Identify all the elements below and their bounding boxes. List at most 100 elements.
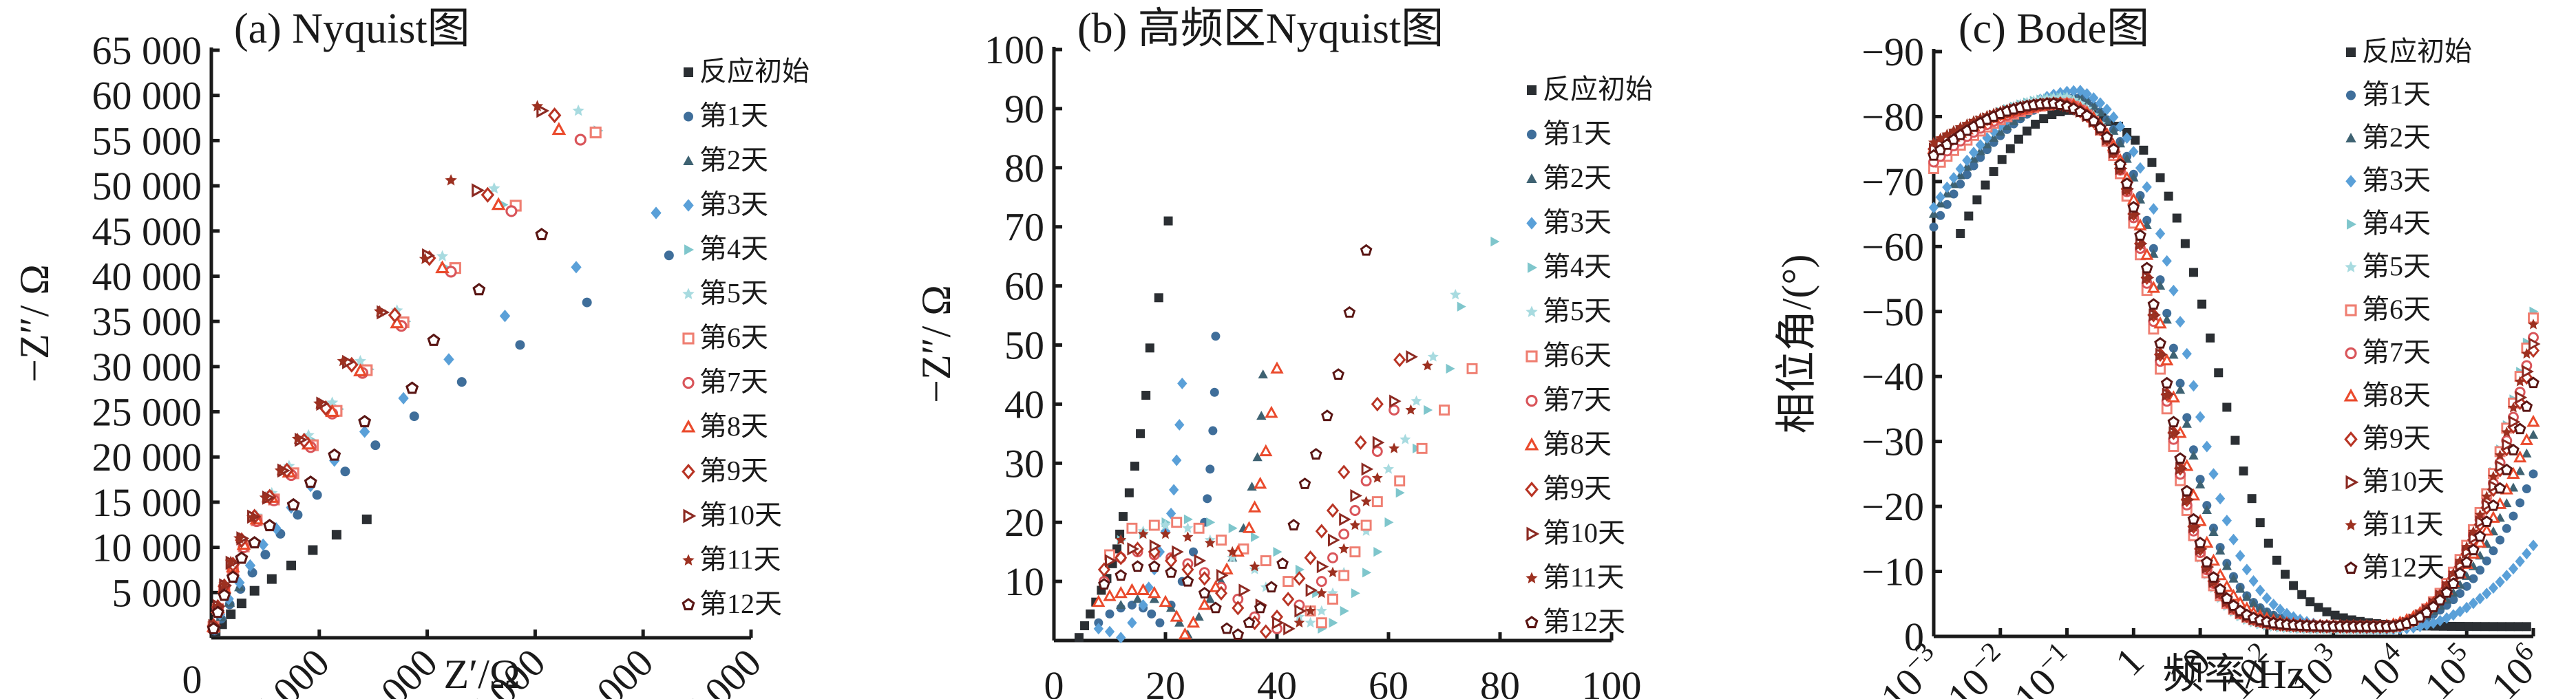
data-point xyxy=(1137,528,1149,539)
data-point xyxy=(1928,208,1939,218)
legend-item: 反应初始 xyxy=(2346,36,2472,67)
series xyxy=(1929,92,2538,632)
data-point xyxy=(1949,189,1959,199)
data-point xyxy=(1098,578,1110,590)
legend-label: 第6天 xyxy=(699,322,768,353)
y-tick-label: 35 000 xyxy=(92,299,202,344)
data-point xyxy=(1273,547,1282,557)
data-point xyxy=(1424,405,1433,416)
data-point xyxy=(1338,543,1350,554)
series xyxy=(1930,92,2539,635)
data-point xyxy=(2008,116,2019,125)
data-point xyxy=(1332,368,1344,380)
data-point xyxy=(304,475,317,488)
x-tick-label: 1 xyxy=(2107,638,2152,684)
data-point xyxy=(2475,592,2485,605)
panel-b-title: (b) 高频区Nyquist图 xyxy=(1077,6,1444,52)
data-point xyxy=(1406,350,1418,364)
data-point xyxy=(2139,145,2149,155)
data-point xyxy=(2155,349,2166,361)
data-point xyxy=(2102,103,2112,116)
x-tick-label: 100 xyxy=(1582,663,1642,699)
data-point xyxy=(1169,484,1179,496)
legend-label: 第10天 xyxy=(2362,466,2445,497)
data-point xyxy=(1942,200,1952,209)
data-point xyxy=(499,310,511,323)
legend-item: 第5天 xyxy=(1525,296,1612,327)
data-point xyxy=(2494,449,2506,460)
data-point xyxy=(1349,519,1361,530)
data-point xyxy=(1361,462,1374,476)
data-point xyxy=(2228,573,2239,583)
data-point xyxy=(388,307,402,323)
x-tick-label: 0 xyxy=(1044,663,1064,699)
panel-b-high-frequency-nyquist: (b) 高频区Nyquist图 −Z″/ Ω Z′/Ω 10 20 30 40 50 60… xyxy=(914,6,1653,699)
legend-item: 第9天 xyxy=(1525,473,1612,504)
legend-marker xyxy=(682,554,695,566)
data-point xyxy=(589,126,602,139)
data-point xyxy=(515,340,525,350)
data-point xyxy=(2502,438,2514,452)
panel-c-legend: 反应初始第1天第2天第3天第4天第5天第6天第7天第8天第9天第10天第11天第… xyxy=(2343,36,2472,583)
data-point xyxy=(2146,281,2160,293)
data-point xyxy=(358,414,372,428)
data-point xyxy=(1211,332,1221,341)
data-point xyxy=(1093,623,1104,635)
data-point xyxy=(1182,522,1194,533)
data-point xyxy=(1942,181,1952,193)
data-point xyxy=(211,605,224,619)
data-point xyxy=(2194,536,2206,548)
data-point xyxy=(1177,377,1187,389)
data-point xyxy=(1982,132,1992,144)
data-point xyxy=(2235,583,2246,593)
data-point xyxy=(354,354,366,367)
data-point xyxy=(1125,583,1139,595)
data-point xyxy=(2140,261,2153,274)
y-tick-label: 80 xyxy=(1004,146,1044,191)
data-point xyxy=(535,228,549,241)
data-point xyxy=(259,491,272,503)
data-point xyxy=(2529,337,2541,351)
data-point xyxy=(2155,275,2165,285)
legend-marker xyxy=(682,463,695,480)
data-point xyxy=(1964,211,1974,221)
data-point xyxy=(260,550,271,560)
data-point xyxy=(1252,452,1263,462)
data-point xyxy=(2109,111,2119,123)
data-point xyxy=(2522,548,2532,560)
data-point xyxy=(1080,621,1090,631)
data-point xyxy=(2239,466,2248,476)
data-point xyxy=(2005,144,2015,153)
x-tick-label: 60 xyxy=(1369,663,1408,699)
data-point xyxy=(1247,500,1262,513)
data-point xyxy=(1205,594,1215,603)
data-point xyxy=(1948,172,1959,184)
data-point xyxy=(2473,530,2487,542)
legend-label: 第2天 xyxy=(699,144,768,175)
series xyxy=(1927,96,2540,634)
data-point xyxy=(1321,409,1333,422)
data-point xyxy=(2462,601,2472,614)
data-point xyxy=(2528,319,2539,330)
data-point xyxy=(2495,535,2505,545)
data-point xyxy=(1422,360,1433,371)
data-point xyxy=(2456,622,2465,632)
data-point xyxy=(1148,585,1161,599)
data-point xyxy=(1929,222,1939,232)
data-point xyxy=(1349,505,1361,516)
data-point xyxy=(1982,139,1992,149)
data-point xyxy=(361,514,372,524)
data-point xyxy=(481,186,495,203)
legend-label: 第3天 xyxy=(2362,165,2431,196)
data-point xyxy=(1270,361,1284,374)
data-point xyxy=(2082,88,2092,100)
data-point xyxy=(1258,369,1268,378)
data-point xyxy=(2161,389,2173,400)
data-point xyxy=(1160,519,1171,530)
data-point xyxy=(1209,580,1223,592)
legend-marker xyxy=(2344,561,2358,574)
data-point xyxy=(1338,528,1350,540)
data-point xyxy=(2230,435,2240,445)
data-point xyxy=(531,100,544,111)
data-point xyxy=(2500,463,2513,475)
